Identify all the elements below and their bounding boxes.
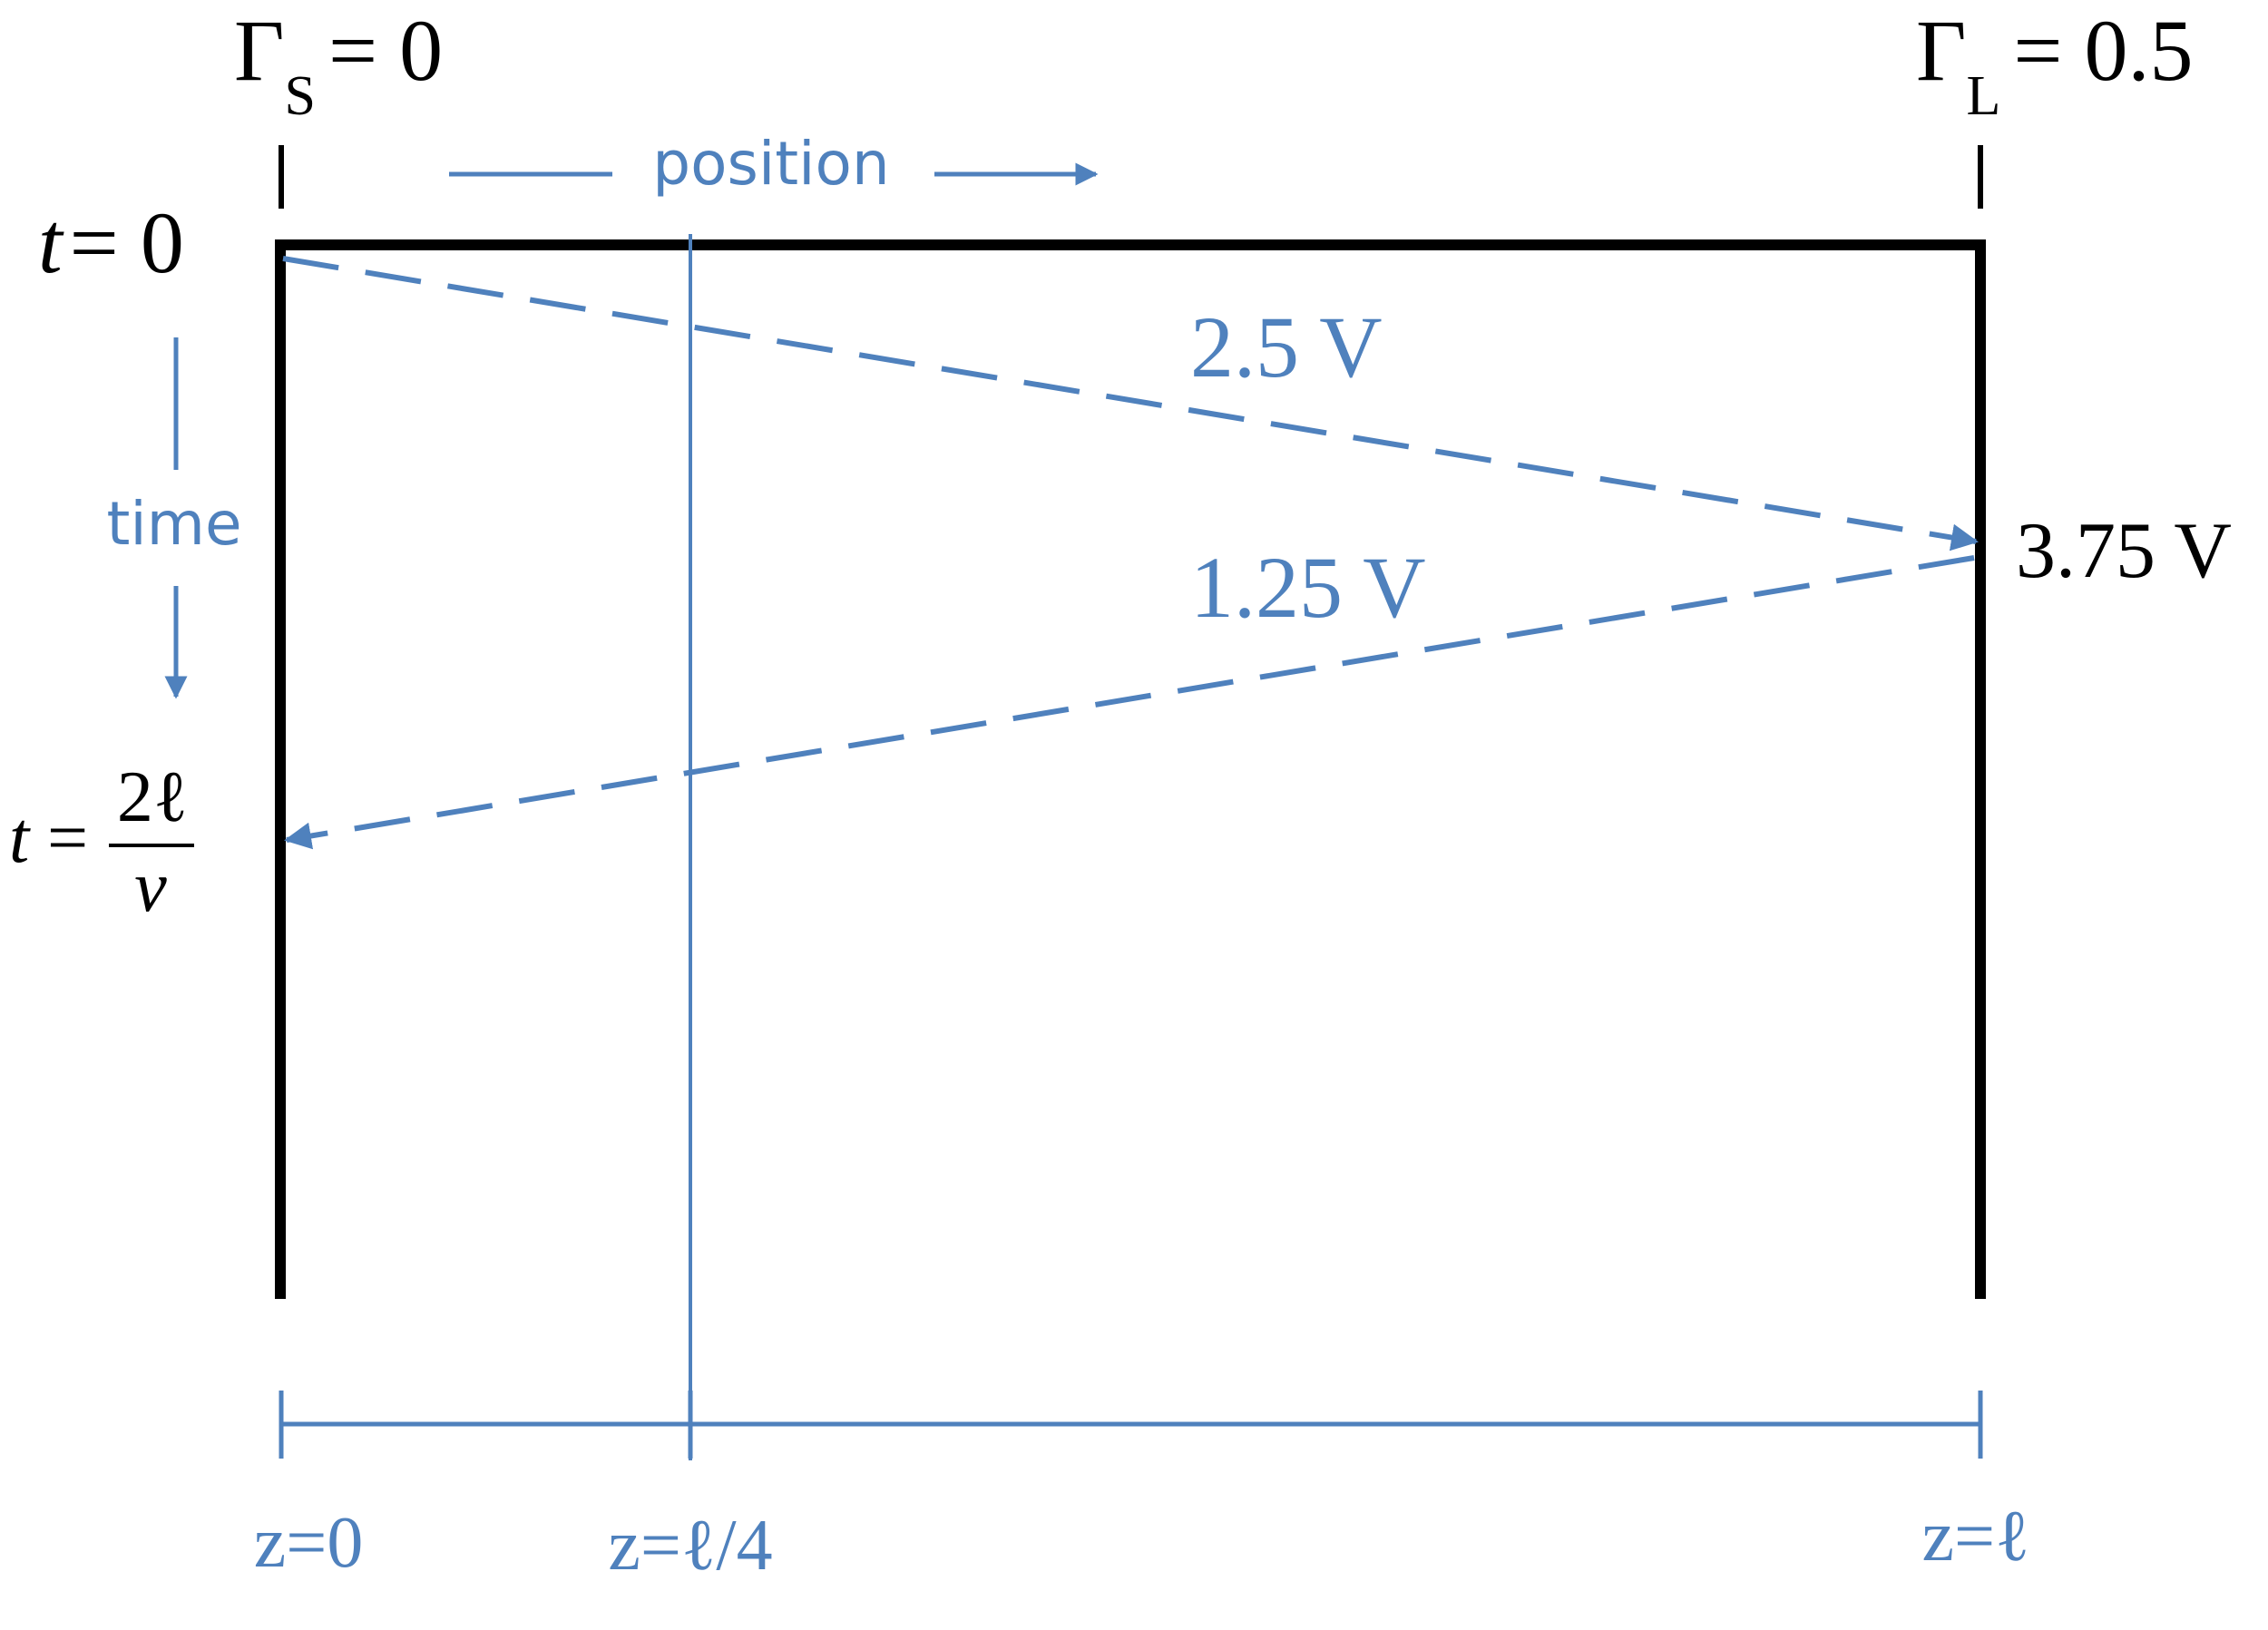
end-time-equals: = xyxy=(47,798,88,878)
z-start-label: z=0 xyxy=(254,1503,364,1583)
position-axis-label: position xyxy=(652,129,889,199)
source-gamma-subscript: S xyxy=(285,65,316,127)
source-gamma-value: = 0 xyxy=(328,2,443,99)
transmission-line-frame xyxy=(275,239,1986,1299)
start-time-label: t= 0 xyxy=(38,194,184,291)
time-axis-label: time xyxy=(106,489,241,559)
end-time-numerator: 2ℓ xyxy=(117,757,188,837)
source-gamma-label: ΓS = 0 xyxy=(234,2,443,127)
reflected-wave-label: 1.25 V xyxy=(1190,539,1426,636)
z-quarter-label: z=ℓ/4 xyxy=(608,1506,772,1586)
start-time-var: t xyxy=(38,194,64,291)
load-voltage-label: 3.75 V xyxy=(2016,507,2232,595)
end-time-denominator: v xyxy=(134,847,167,927)
load-gamma-subscript: L xyxy=(1967,65,2001,127)
start-time-value: = 0 xyxy=(70,194,184,291)
load-gamma-label: ΓL = 0.5 xyxy=(1916,2,2194,127)
reflected-wave-line xyxy=(284,555,1975,850)
source-gamma-symbol: Γ xyxy=(234,2,285,99)
load-gamma-value: = 0.5 xyxy=(2013,2,2193,99)
load-gamma-symbol: Γ xyxy=(1916,2,1967,99)
incident-wave-label: 2.5 V xyxy=(1190,298,1383,395)
end-time-var: t xyxy=(9,798,31,878)
incident-wave-line xyxy=(282,256,1979,551)
z-end-label: z=ℓ xyxy=(1922,1497,2030,1576)
end-time-label: t = 2ℓ v xyxy=(9,757,194,927)
